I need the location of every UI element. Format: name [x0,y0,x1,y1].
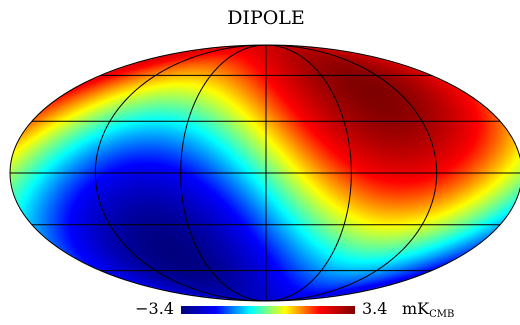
coordinate-grid [10,45,520,301]
map-title: DIPOLE [227,7,305,29]
colorbar-min-label: −3.4 [135,299,174,318]
colorbar-unit-sub: CMB [429,309,454,320]
colorbar-bar [181,306,355,314]
colorbar-unit-main: mK [402,299,430,318]
colorbar: −3.4 3.4 mKCMB [135,299,454,320]
colorbar-max-label: 3.4 [362,299,387,318]
colorbar-unit: mKCMB [402,299,454,320]
map-outline [9,44,520,302]
